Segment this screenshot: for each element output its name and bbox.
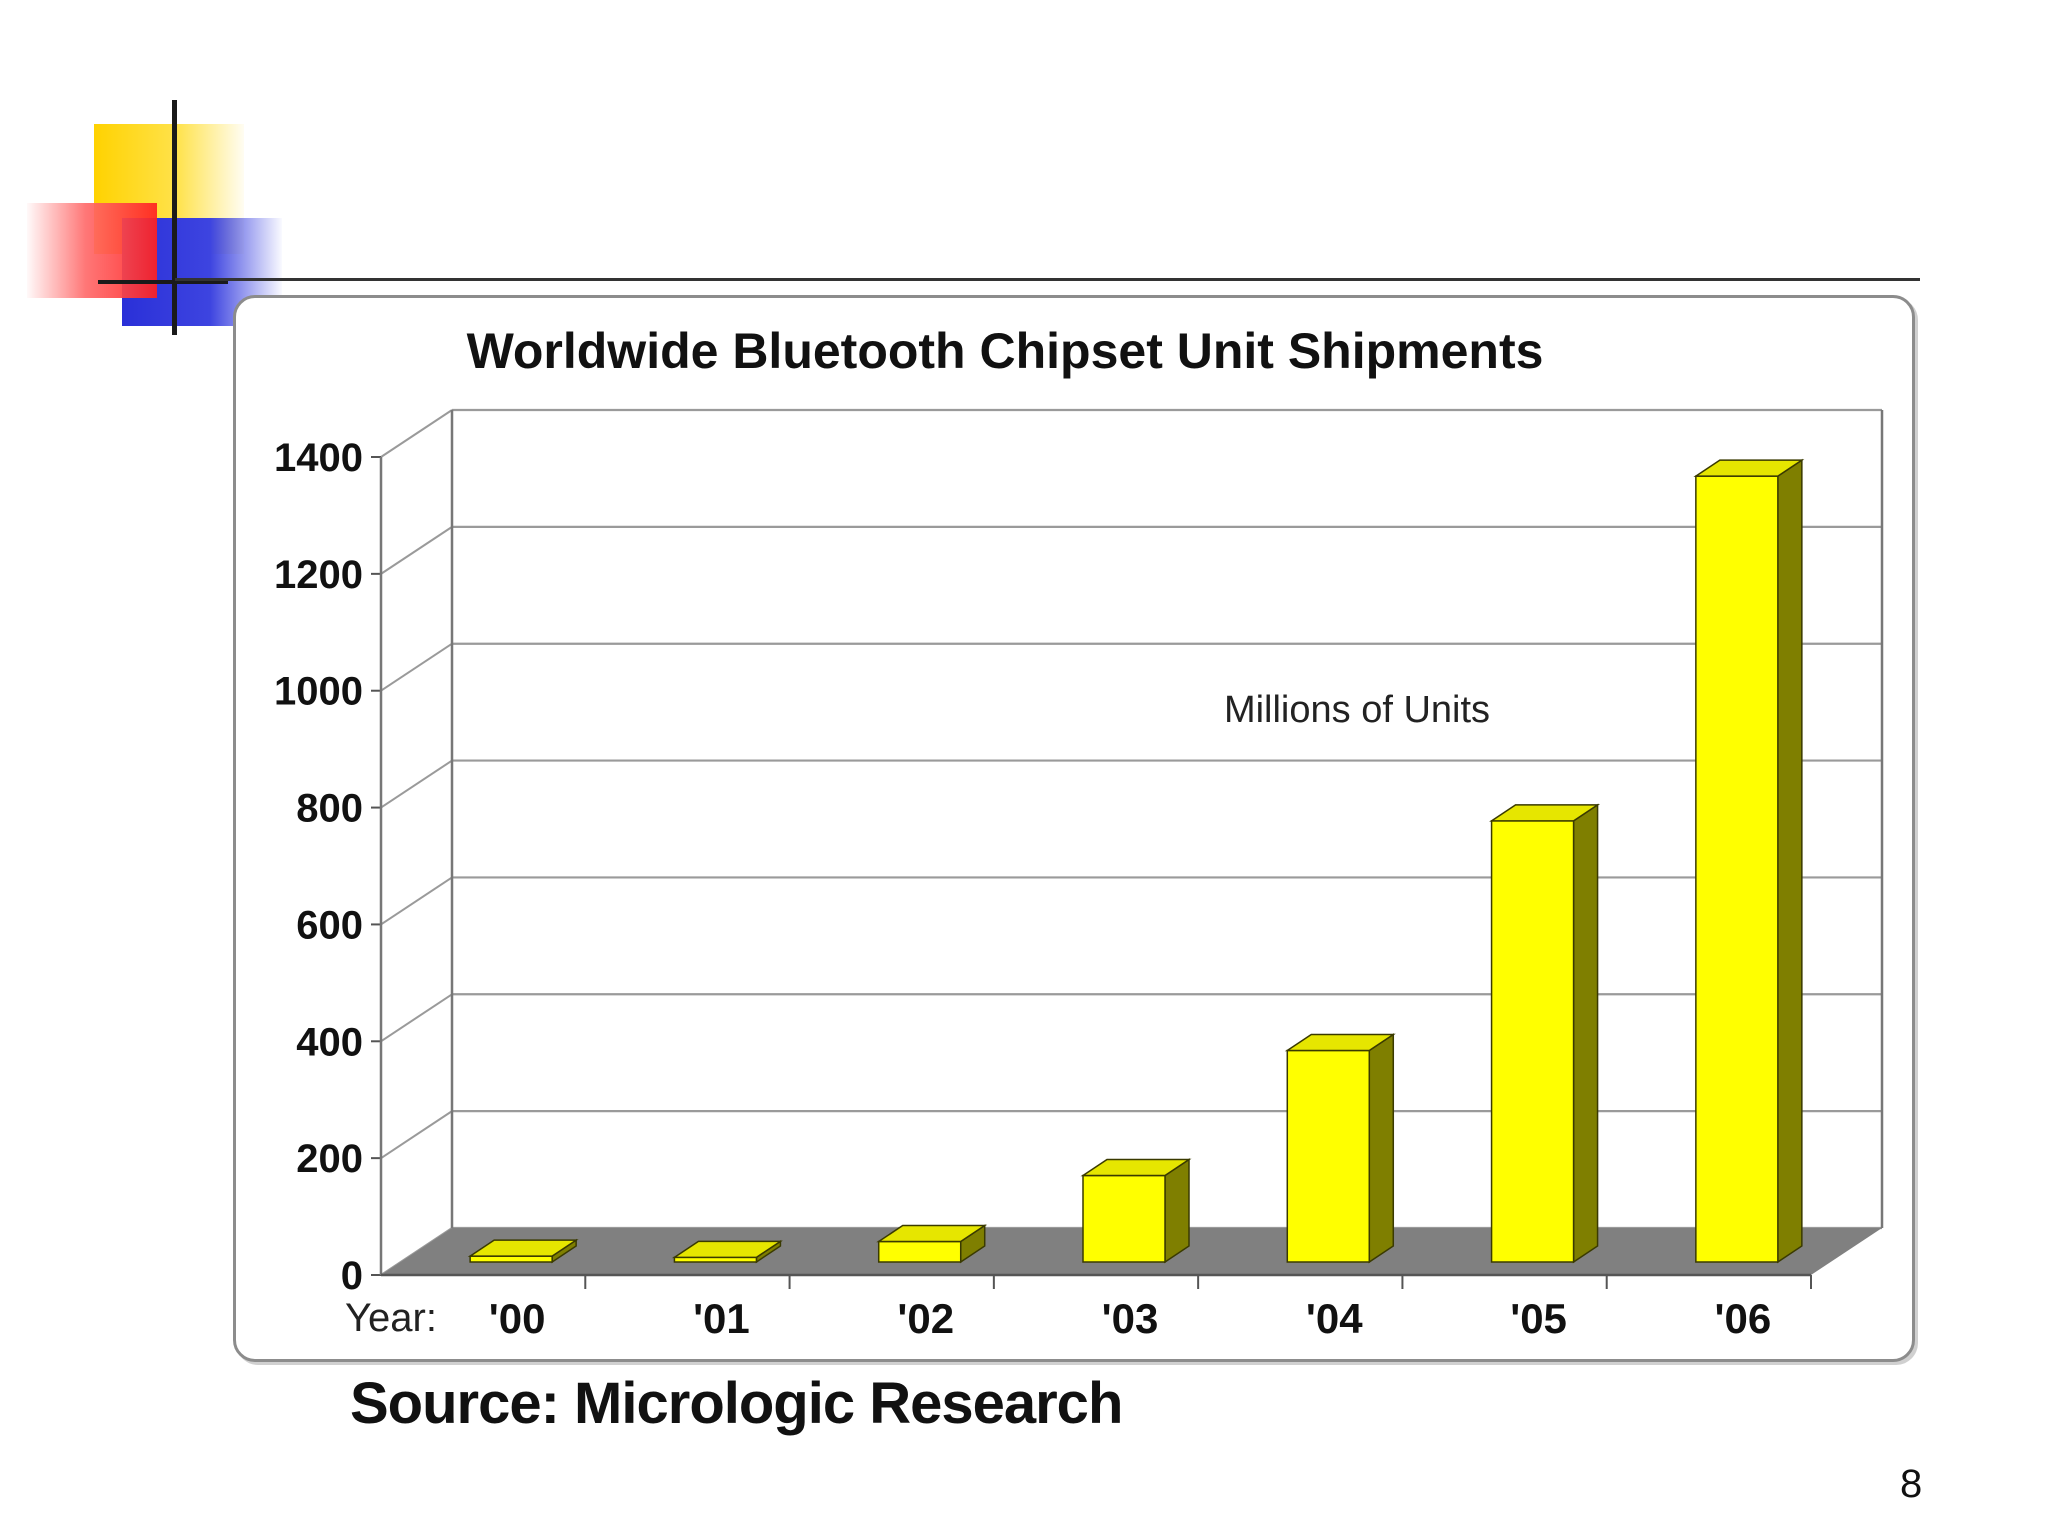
units-annotation: Millions of Units	[1224, 689, 1490, 731]
bar-front	[1490, 820, 1575, 1263]
bar-3	[1080, 1158, 1192, 1264]
bar-front	[877, 1240, 962, 1263]
x-tick-label: '01	[693, 1295, 750, 1342]
bar-1	[671, 1239, 783, 1264]
bar-front	[1082, 1174, 1166, 1263]
x-tick-label: '05	[1510, 1295, 1567, 1342]
axes	[371, 456, 1812, 1289]
bar-side	[1368, 1033, 1395, 1264]
y-tick-label: 1200	[274, 553, 363, 597]
bar-top	[467, 1239, 579, 1257]
decor-horizontal-rule-short	[98, 280, 228, 284]
bar-5	[1489, 803, 1601, 1264]
y-tick-label: 1000	[274, 670, 363, 714]
bar-4	[1284, 1033, 1396, 1264]
bar-top	[876, 1224, 988, 1243]
bar-front	[1695, 475, 1779, 1263]
chart-title: Worldwide Bluetooth Chipset Unit Shipmen…	[467, 323, 1544, 379]
bar-front	[469, 1255, 553, 1263]
gridline-side	[380, 642, 453, 692]
grid	[380, 408, 1884, 1276]
source-caption: Source: Micrologic Research	[350, 1371, 1123, 1436]
bar-2	[876, 1224, 988, 1264]
bars	[467, 458, 1805, 1264]
bar-top	[1693, 459, 1805, 477]
bar-0	[467, 1238, 579, 1264]
bar-front	[1286, 1049, 1371, 1263]
bar-top	[671, 1240, 783, 1259]
bar-side	[1777, 458, 1803, 1264]
bar-6	[1693, 458, 1805, 1264]
x-tick-label: '04	[1306, 1295, 1363, 1342]
x-tick-label: '06	[1714, 1295, 1771, 1342]
gridline-side	[380, 876, 453, 926]
decor-vertical-rule	[172, 100, 177, 335]
x-axis-label: Year:	[345, 1296, 437, 1340]
bar-top	[1080, 1158, 1192, 1177]
y-tick-label: 800	[296, 787, 363, 831]
x-tick-label: '00	[489, 1295, 546, 1342]
title-underline-rule	[175, 278, 1920, 281]
y-tick-label: 1400	[274, 436, 363, 480]
bar-side	[1572, 803, 1599, 1264]
page-number: 8	[1900, 1462, 1923, 1506]
bar-side	[1164, 1158, 1190, 1264]
gridline-side	[380, 993, 453, 1043]
gridline-side	[380, 526, 453, 575]
bar-top	[1284, 1033, 1396, 1052]
y-tick-label: 200	[296, 1137, 363, 1181]
y-tick-label: 600	[296, 903, 363, 947]
y-tick-label: 400	[296, 1020, 363, 1064]
labels: 0 200 400 600 800 1000 1200 1400 '00 '01 '02 '03 '04…	[274, 436, 1771, 1342]
bar-top	[1489, 804, 1601, 822]
chart-frame	[233, 295, 1915, 1362]
gridline-side	[380, 409, 453, 458]
x-tick-label: '03	[1102, 1295, 1159, 1342]
gridline-side	[380, 759, 453, 809]
y-tick-label: 0	[341, 1254, 363, 1298]
gridline-side	[380, 1110, 453, 1159]
x-tick-label: '02	[897, 1295, 954, 1342]
